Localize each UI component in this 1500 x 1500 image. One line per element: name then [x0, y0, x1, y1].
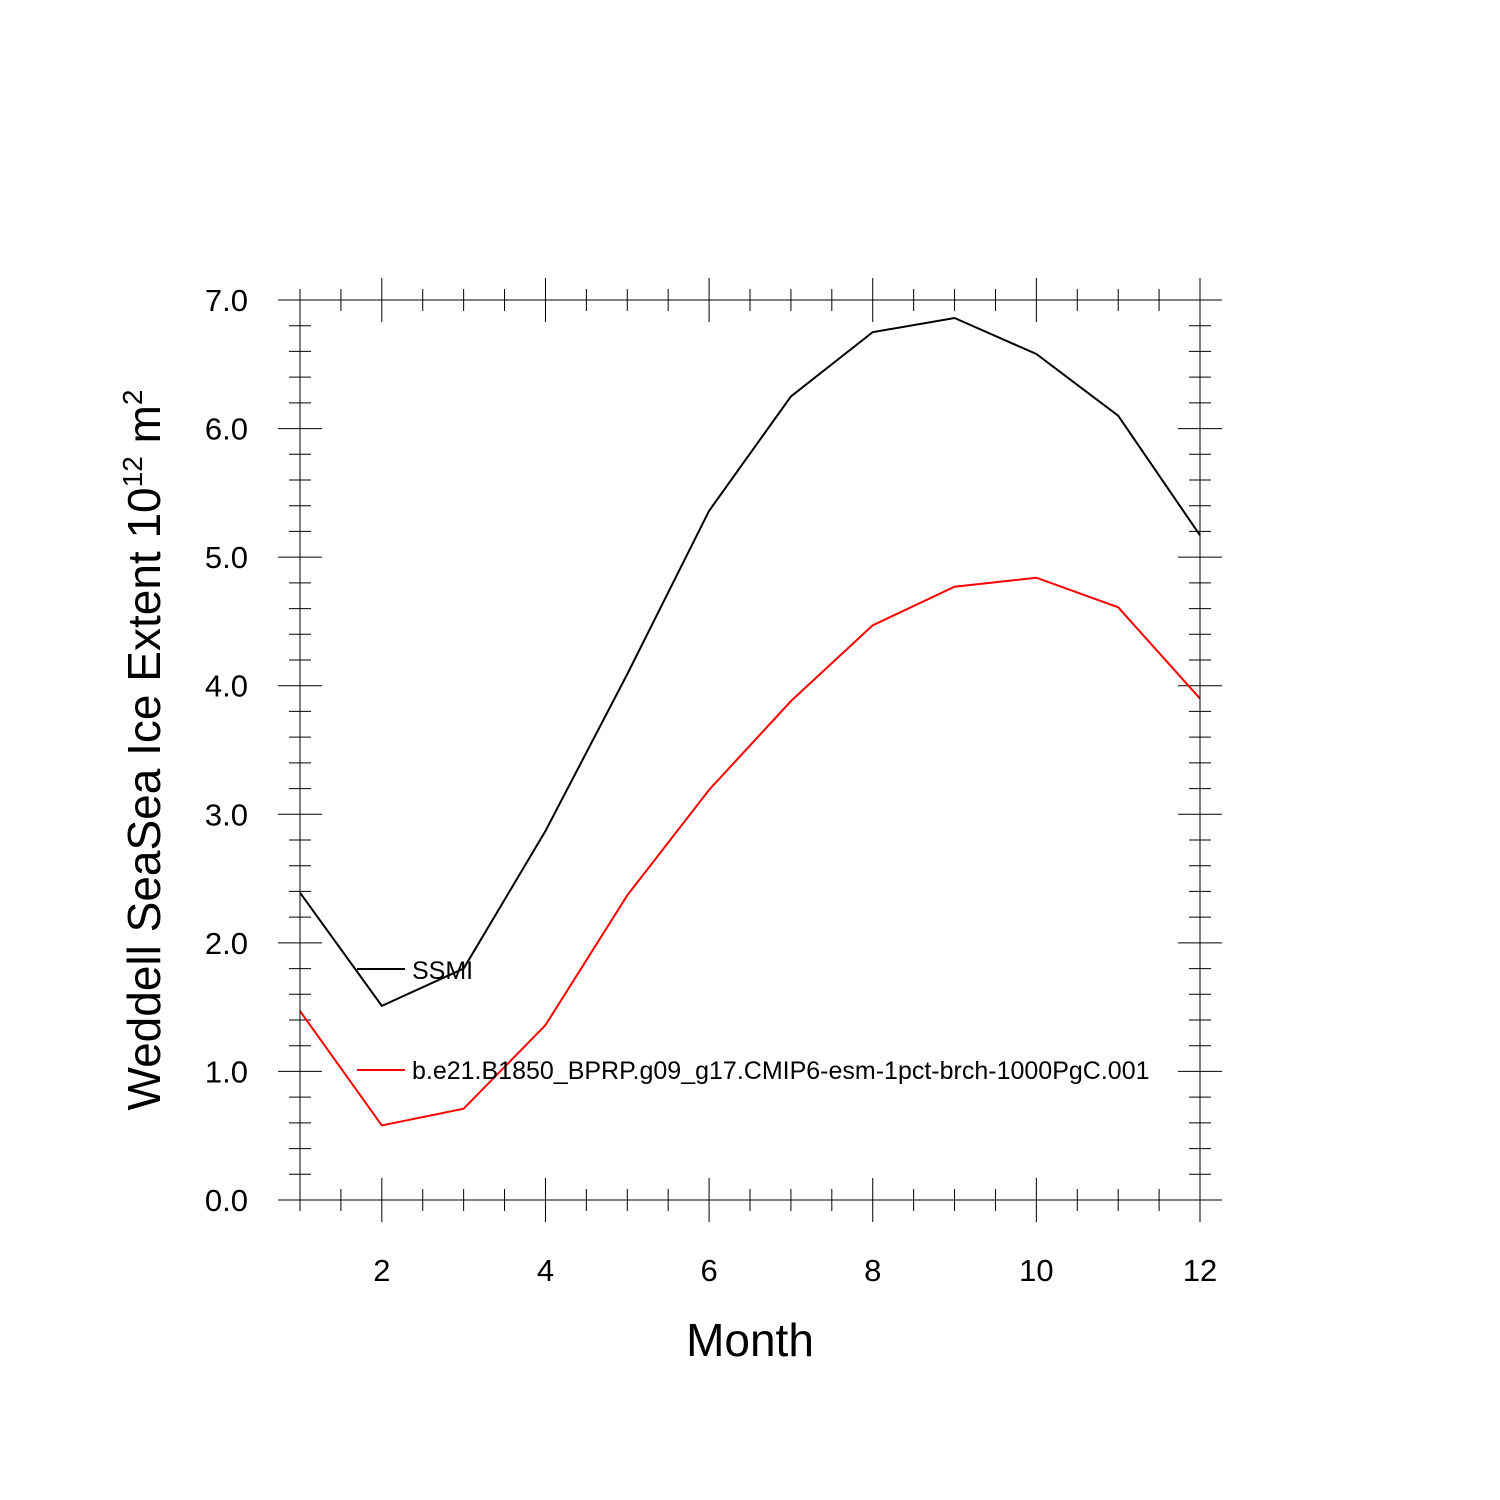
- x-tick-label: 2: [373, 1253, 390, 1288]
- series-lines: [299, 316, 1201, 1127]
- y-axis-title-main: Weddell SeaSea Ice Extent 10: [118, 487, 170, 1110]
- y-tick-label: 2.0: [205, 926, 248, 961]
- legend: SSMI b.e21.B1850_BPRP.g09_g17.CMIP6-esm-…: [357, 957, 1150, 1085]
- y-tick-label: 1.0: [205, 1054, 248, 1089]
- x-tick-label: 12: [1183, 1253, 1217, 1288]
- plot-frame: [299, 299, 1201, 1201]
- series-line-model: [299, 576, 1201, 1127]
- y-axis-title-exponent: 12: [117, 456, 148, 487]
- y-tick-label: 5.0: [205, 540, 248, 575]
- y-axis-title: Weddell SeaSea Ice Extent 1012 m2: [117, 390, 170, 1111]
- y-tick-label: 3.0: [205, 797, 248, 832]
- x-tick-label: 6: [700, 1253, 717, 1288]
- x-tick-label: 10: [1019, 1253, 1053, 1288]
- y-tick-label: 7.0: [205, 283, 248, 318]
- y-tick-label: 0.0: [205, 1183, 248, 1218]
- legend-label-model: b.e21.B1850_BPRP.g09_g17.CMIP6-esm-1pct-…: [412, 1057, 1150, 1085]
- y-tick-label: 6.0: [205, 412, 248, 447]
- legend-label-ssmi: SSMI: [412, 957, 473, 985]
- x-tick-label: 4: [537, 1253, 554, 1288]
- y-axis-title-unit: m: [118, 405, 170, 456]
- y-tick-label: 4.0: [205, 669, 248, 704]
- y-axis-title-unit-exponent: 2: [117, 390, 148, 406]
- tick-labels: 2 4 6 8 10 12 0.0 1.0 2.0 3.0 4.0 5.0 6.0 7.0: [205, 283, 1217, 1288]
- x-axis-title: Month: [686, 1314, 814, 1366]
- x-tick-label: 8: [864, 1253, 881, 1288]
- series-line-ssmi: [299, 316, 1201, 1008]
